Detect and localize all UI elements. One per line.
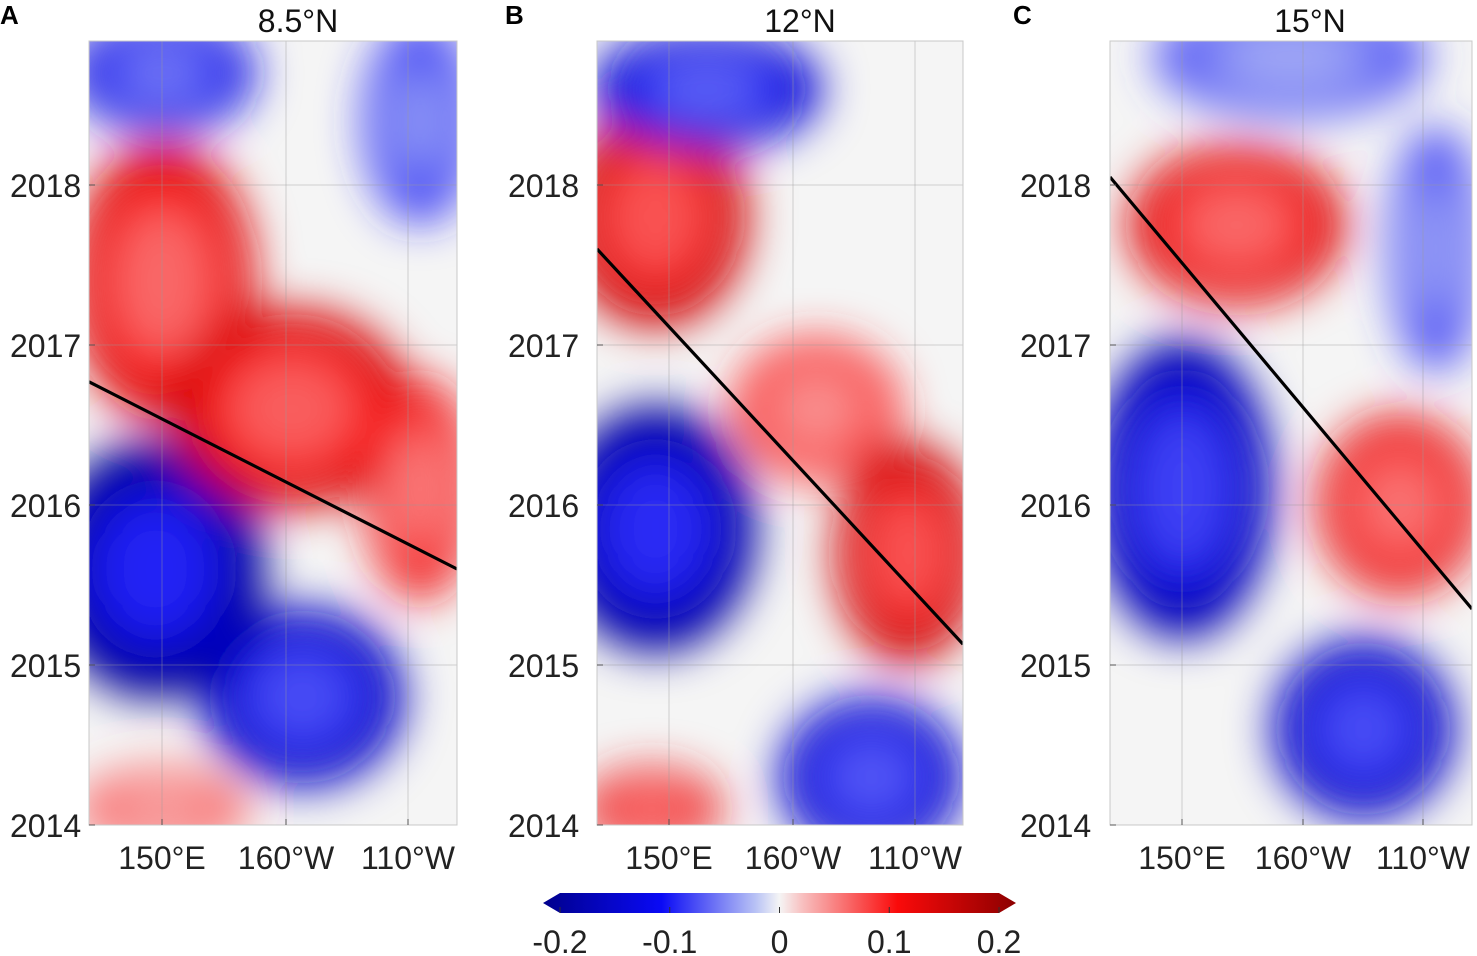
- y-tick-label: 2014: [508, 808, 579, 844]
- plot-frame: [88, 40, 458, 826]
- colorbar-tick-label: -0.1: [642, 924, 697, 956]
- heatmap-blob: [1220, 41, 1362, 89]
- y-tick-label: 2016: [1020, 488, 1091, 524]
- heatmap-area: [597, 41, 963, 825]
- heatmap-blob: [1316, 682, 1411, 776]
- panel-title: 15°N: [1274, 3, 1346, 39]
- colorbar-tick-label: 0.2: [977, 924, 1021, 956]
- heatmap-blob: [870, 495, 947, 611]
- y-tick-label: 2015: [1020, 648, 1091, 684]
- colorbar: -0.2 -0.1 0 0.1 0.2: [532, 893, 1021, 956]
- heatmap-blob: [773, 372, 860, 446]
- heatmap-blob: [97, 501, 213, 637]
- heatmap-blob: [616, 788, 688, 825]
- x-tick-label: 110°W: [361, 840, 456, 876]
- panel-b: B 12°N 2014 2015 2016 2017 2018 150°E 160°W 110…: [505, 0, 964, 876]
- y-tick-label: 2018: [1020, 168, 1091, 204]
- panel-c: C 15°N 2014 2015 2016 2017 2018 150°E 160°W 110…: [1013, 0, 1473, 876]
- heatmap-blob: [229, 357, 354, 461]
- heatmap-blob: [249, 650, 356, 744]
- y-tick-label: 2016: [10, 488, 81, 524]
- colorbar-tick-label: 0.1: [867, 924, 911, 956]
- colorbar-tick-label: -0.2: [532, 924, 587, 956]
- heatmap-area: [89, 41, 457, 825]
- heatmap-field: [89, 41, 457, 825]
- panel-a: A 8.5°N 2014 2015 2016 2017 2018 150°E 160°W 11…: [0, 0, 458, 876]
- heatmap-blob: [1180, 183, 1294, 267]
- y-tick-label: 2017: [508, 328, 579, 364]
- y-tick-label: 2015: [10, 648, 81, 684]
- y-tick-label: 2018: [10, 168, 81, 204]
- heatmap-blob: [119, 788, 206, 825]
- panel-label: A: [0, 0, 19, 30]
- plot-frame: [1109, 40, 1473, 826]
- y-tick-label: 2016: [508, 488, 579, 524]
- x-tick-label: 150°E: [118, 840, 206, 876]
- heatmap-blob: [391, 431, 449, 547]
- heatmap-blob: [647, 57, 767, 121]
- trend-line: [89, 380, 457, 571]
- x-tick-label: 110°W: [1376, 840, 1471, 876]
- panel-title: 8.5°N: [258, 3, 338, 39]
- heatmap-area: [1110, 41, 1472, 825]
- heatmap-blob: [823, 735, 920, 819]
- plot-frame: [596, 40, 964, 826]
- y-tick-label: 2014: [1020, 808, 1091, 844]
- y-tick-label: 2015: [508, 648, 579, 684]
- trend-line: [1110, 175, 1472, 611]
- heatmap-field: [1110, 41, 1472, 819]
- panel-title: 12°N: [764, 3, 836, 39]
- y-tick-label: 2014: [10, 808, 81, 844]
- heatmap-blob: [114, 208, 211, 354]
- x-tick-label: 150°E: [1138, 840, 1226, 876]
- y-tick-label: 2017: [10, 328, 81, 364]
- panel-label: B: [505, 0, 524, 30]
- x-tick-label: 160°W: [745, 840, 842, 876]
- heatmap-blob: [603, 464, 708, 594]
- x-tick-label: 110°W: [868, 840, 963, 876]
- x-tick-label: 150°E: [625, 840, 713, 876]
- heatmap-blob: [391, 69, 449, 173]
- y-tick-label: 2017: [1020, 328, 1091, 364]
- panel-label: C: [1013, 0, 1032, 30]
- heatmap-blob: [114, 41, 211, 105]
- heatmap-blob: [607, 159, 704, 275]
- heatmap-field: [597, 41, 963, 825]
- colorbar-tick-label: 0: [771, 924, 789, 956]
- heatmap-blob: [1412, 186, 1460, 312]
- y-tick-label: 2018: [508, 168, 579, 204]
- x-tick-label: 160°W: [1255, 840, 1352, 876]
- x-tick-label: 160°W: [238, 840, 335, 876]
- trend-line: [597, 247, 963, 646]
- colorbar-bar: [543, 893, 1016, 913]
